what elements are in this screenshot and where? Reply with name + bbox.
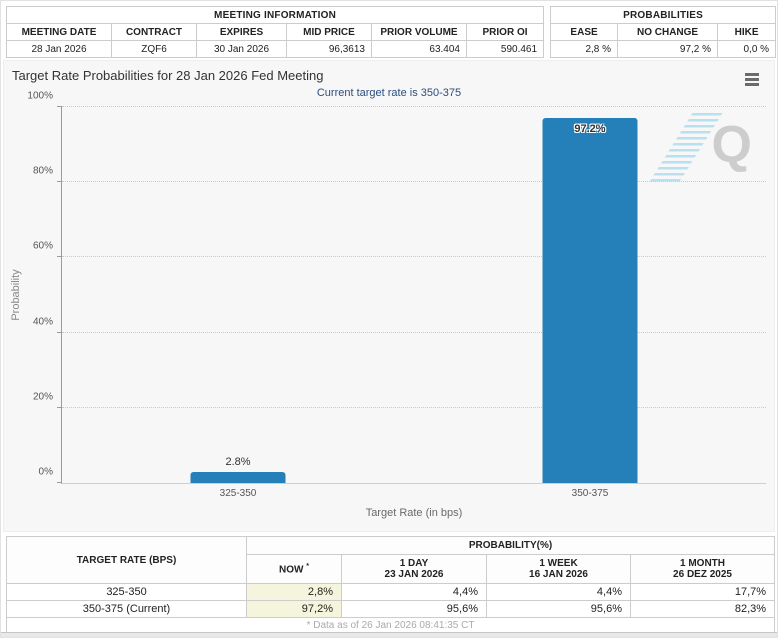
- one-month-label: 1 MONTH: [680, 558, 726, 569]
- probability-history-section: TARGET RATE (BPS) PROBABILITY(%) NOW * 1…: [5, 536, 776, 634]
- x-category-350-375: 350-375: [571, 488, 609, 499]
- y-tick-60: 60%: [32, 240, 53, 252]
- header-target-rate-bps: TARGET RATE (BPS): [6, 536, 247, 584]
- chart-title: Target Rate Probabilities for 28 Jan 202…: [12, 68, 324, 83]
- header-probability-pct: PROBABILITY(%): [245, 536, 776, 555]
- gridline-60: [62, 256, 766, 258]
- bar-label-350-375: 97.2%: [574, 122, 606, 135]
- col-header-prior-oi: PRIOR OI: [465, 23, 545, 41]
- prior-volume-value: 63.404: [371, 40, 467, 58]
- one-day-date: 23 JAN 2026: [384, 569, 444, 580]
- col-header-expires: EXPIRES: [196, 23, 287, 41]
- col-header-contract: CONTRACT: [111, 23, 197, 41]
- y-tick-80: 80%: [32, 165, 53, 177]
- one-week-date: 16 JAN 2026: [529, 569, 588, 580]
- plot-area: 0% 20% 40% 60% 80% 100% Probability 2.8%…: [10, 91, 766, 519]
- probabilities-title: PROBABILITIES: [550, 6, 777, 24]
- rate-cell: 350-375 (Current): [6, 600, 247, 618]
- y-tick-20: 20%: [32, 391, 53, 403]
- header-1-day: 1 DAY 23 JAN 2026: [341, 554, 487, 584]
- meeting-information-title: MEETING INFORMATION: [5, 6, 545, 24]
- gridline-100: [62, 106, 766, 107]
- bar-325-350[interactable]: 2.8%: [190, 456, 286, 483]
- col-header-no-change: NO CHANGE: [617, 23, 719, 41]
- meeting-info-row: 28 Jan 2026 ZQF6 30 Jan 2026 96,3613 63.…: [6, 40, 545, 58]
- now-value-cell: 97,2%: [246, 600, 342, 618]
- contract-value: ZQF6: [111, 40, 197, 58]
- chart-export-menu-icon[interactable]: [742, 71, 762, 87]
- gridline-40: [62, 331, 766, 333]
- hike-value: 0,0 %: [717, 40, 777, 58]
- mid-price-value: 96,3613: [286, 40, 372, 58]
- y-axis-title: Probability: [10, 269, 22, 321]
- probability-history-table: TARGET RATE (BPS) PROBABILITY(%) NOW * 1…: [5, 536, 776, 634]
- now-label: NOW: [279, 564, 304, 576]
- no-change-value: 97,2 %: [617, 40, 719, 58]
- ease-value: 2,8 %: [550, 40, 619, 58]
- y-tick-100: 100%: [27, 90, 53, 102]
- y-tick-40: 40%: [32, 316, 53, 328]
- col-header-meeting-date: MEETING DATE: [6, 23, 112, 41]
- header-1-month: 1 MONTH 26 DEZ 2025: [629, 554, 776, 584]
- probabilities-summary-table: PROBABILITIES EASE NO CHANGE HIKE 2,8 % …: [550, 6, 777, 58]
- bar-fill: [542, 117, 638, 483]
- probabilities-row: 2,8 % 97,2 % 0,0 %: [550, 40, 777, 58]
- now-asterisk: *: [306, 562, 309, 570]
- ytick-mark-80: [57, 181, 62, 183]
- col-header-ease: EASE: [550, 23, 619, 41]
- x-axis-title: Target Rate (in bps): [365, 507, 463, 519]
- ytick-mark-0: [57, 482, 62, 483]
- meeting-date-value: 28 Jan 2026: [6, 40, 112, 58]
- rate-cell: 325-350: [6, 583, 247, 601]
- ytick-mark-20: [57, 406, 62, 408]
- month-value-cell: 17,7%: [629, 583, 776, 601]
- gridline-20: [62, 406, 766, 408]
- header-now: NOW *: [246, 554, 342, 584]
- week-value-cell: 95,6%: [486, 600, 631, 618]
- gridline-80: [62, 181, 766, 183]
- col-header-prior-volume: PRIOR VOLUME: [371, 23, 467, 41]
- probability-bar-chart: Target Rate Probabilities for 28 Jan 202…: [3, 60, 775, 532]
- ytick-mark-60: [57, 256, 62, 258]
- prior-oi-value: 590.461: [465, 40, 545, 58]
- month-value-cell: 82,3%: [629, 600, 776, 618]
- day-value-cell: 4,4%: [341, 583, 487, 601]
- x-category-325-350: 325-350: [219, 488, 257, 499]
- expires-value: 30 Jan 2026: [196, 40, 287, 58]
- top-summary-tables: MEETING INFORMATION MEETING DATE CONTRAC…: [1, 1, 777, 58]
- ytick-mark-100: [57, 106, 62, 107]
- day-value-cell: 95,6%: [341, 600, 487, 618]
- ytick-mark-40: [57, 331, 62, 333]
- bar-350-375[interactable]: 97.2%: [542, 117, 638, 483]
- week-value-cell: 4,4%: [486, 583, 631, 601]
- one-week-label: 1 WEEK: [539, 558, 578, 569]
- bar-fill: [190, 472, 286, 483]
- table-row-325-350: 325-350 2,8% 4,4% 4,4% 17,7%: [6, 583, 776, 601]
- page-bottom-strip: [1, 632, 777, 637]
- y-tick-0: 0%: [38, 466, 53, 478]
- meeting-information-table: MEETING INFORMATION MEETING DATE CONTRAC…: [5, 6, 545, 58]
- header-1-week: 1 WEEK 16 JAN 2026: [486, 554, 631, 584]
- chart-subtitle: Current target rate is 350-375: [316, 87, 462, 99]
- one-day-label: 1 DAY: [399, 558, 429, 569]
- one-month-date: 26 DEZ 2025: [673, 569, 732, 580]
- table-row-350-375-current: 350-375 (Current) 97,2% 95,6% 95,6% 82,3…: [6, 600, 776, 618]
- bar-label-325-350: 2.8%: [225, 456, 251, 469]
- col-header-mid-price: MID PRICE: [286, 23, 372, 41]
- col-header-hike: HIKE: [717, 23, 777, 41]
- now-value-cell: 2,8%: [246, 583, 342, 601]
